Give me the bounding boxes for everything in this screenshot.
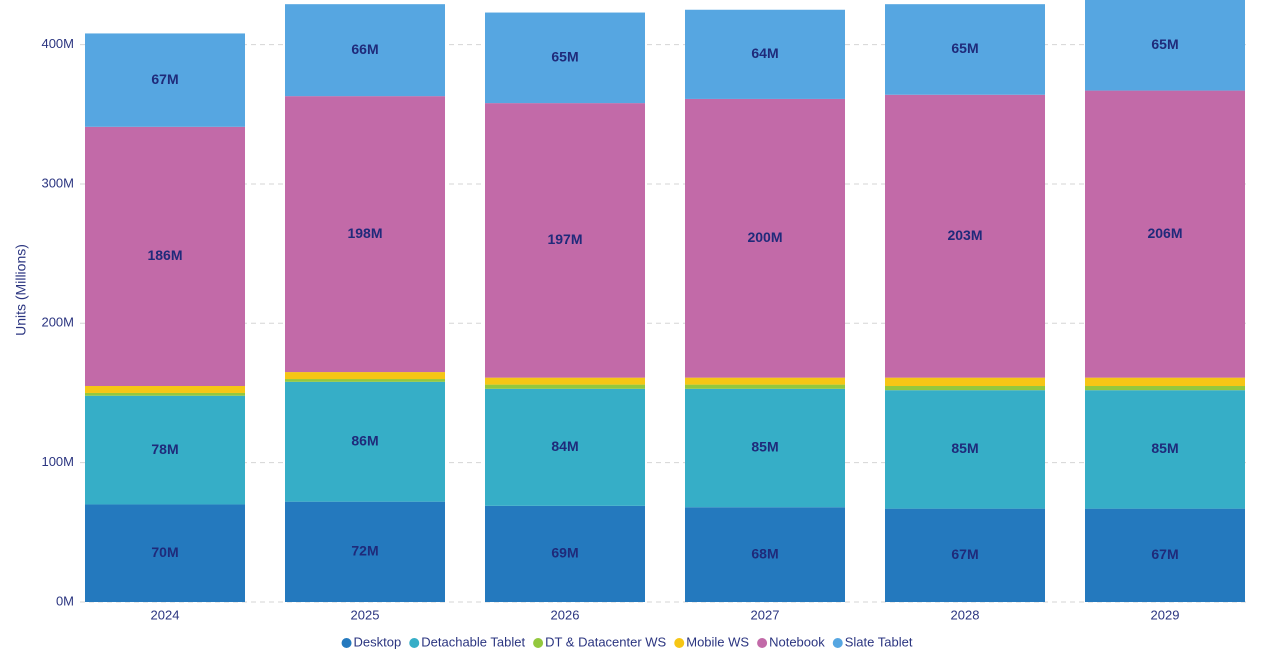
x-tick-label: 2026 (551, 607, 580, 622)
bar-segment (85, 386, 245, 393)
bar-segment (85, 33, 245, 127)
bar-segment (685, 388, 845, 508)
y-tick-label: 100M (41, 454, 74, 469)
x-tick-label: 2024 (151, 607, 180, 622)
bar-segment (885, 377, 1045, 387)
bar-segment (85, 392, 245, 396)
bar-segment (285, 381, 445, 502)
bar-segment (285, 501, 445, 602)
legend-label: Detachable Tablet (421, 634, 525, 649)
y-axis-title: Units (Millions) (13, 244, 29, 336)
bar-segment (285, 372, 445, 380)
legend-label: Mobile WS (686, 634, 749, 649)
legend-label: DT & Datacenter WS (545, 634, 666, 649)
value-label: 203M (947, 227, 982, 243)
bar-segment (485, 377, 645, 385)
bar-segment (885, 386, 1045, 391)
bar-segment (1085, 90, 1245, 378)
legend-marker (409, 638, 420, 648)
value-label: 84M (551, 438, 578, 454)
bar-segment (685, 98, 845, 378)
value-label: 64M (751, 45, 778, 61)
legend-label: Slate Tablet (845, 634, 913, 649)
value-label: 198M (347, 225, 382, 241)
legend-label: Notebook (769, 634, 825, 649)
value-label: 186M (147, 247, 182, 263)
value-label: 200M (747, 229, 782, 245)
value-label: 67M (951, 546, 978, 562)
x-tick-label: 2029 (1151, 607, 1180, 622)
value-label: 67M (1151, 546, 1178, 562)
value-label: 67M (151, 71, 178, 87)
legend-marker (341, 638, 352, 648)
bar-segment (285, 379, 445, 382)
bar-segment (1085, 508, 1245, 602)
bar-segment (685, 384, 845, 389)
value-label: 66M (351, 41, 378, 57)
y-tick-label: 300M (41, 175, 74, 190)
bar-segment (285, 96, 445, 373)
x-tick-label: 2027 (751, 607, 780, 622)
bar-segment (685, 507, 845, 602)
y-tick-label: 200M (41, 315, 74, 330)
x-tick-label: 2025 (351, 607, 380, 622)
bar-segment (85, 126, 245, 387)
bar-segment (1085, 0, 1245, 91)
bar-segment (885, 508, 1045, 602)
y-tick-label: 0M (56, 593, 74, 608)
legend-marker (674, 638, 685, 648)
bar-segment (885, 390, 1045, 509)
bar-segment (685, 9, 845, 99)
bar-segment (1085, 386, 1245, 391)
bar-segment (285, 4, 445, 97)
bar-segment (485, 12, 645, 104)
bar-segment (1085, 390, 1245, 509)
value-label: 85M (751, 439, 778, 455)
value-label: 68M (751, 545, 778, 561)
x-tick-label: 2028 (951, 607, 980, 622)
value-label: 86M (351, 432, 378, 448)
value-label: 72M (351, 543, 378, 559)
bar-segment (85, 395, 245, 505)
value-label: 65M (551, 49, 578, 65)
bar-segment (685, 377, 845, 385)
bar-segment (485, 388, 645, 506)
legend-label: Desktop (354, 634, 402, 649)
bar-segment (485, 384, 645, 389)
bar-segment (885, 4, 1045, 95)
legend-marker (832, 638, 843, 648)
value-label: 65M (1151, 36, 1178, 52)
legend-marker (533, 638, 544, 648)
bar-segment (485, 505, 645, 602)
y-tick-label: 400M (41, 36, 74, 51)
value-label: 197M (547, 231, 582, 247)
bar-segment (85, 504, 245, 602)
value-label: 85M (1151, 440, 1178, 456)
value-label: 69M (551, 545, 578, 561)
value-label: 78M (151, 441, 178, 457)
value-label: 206M (1147, 225, 1182, 241)
value-label: 65M (951, 40, 978, 56)
bar-segment (485, 103, 645, 378)
value-label: 70M (151, 544, 178, 560)
bar-segment (885, 94, 1045, 378)
legend-marker (757, 638, 768, 648)
value-label: 85M (951, 440, 978, 456)
bar-segment (1085, 377, 1245, 387)
